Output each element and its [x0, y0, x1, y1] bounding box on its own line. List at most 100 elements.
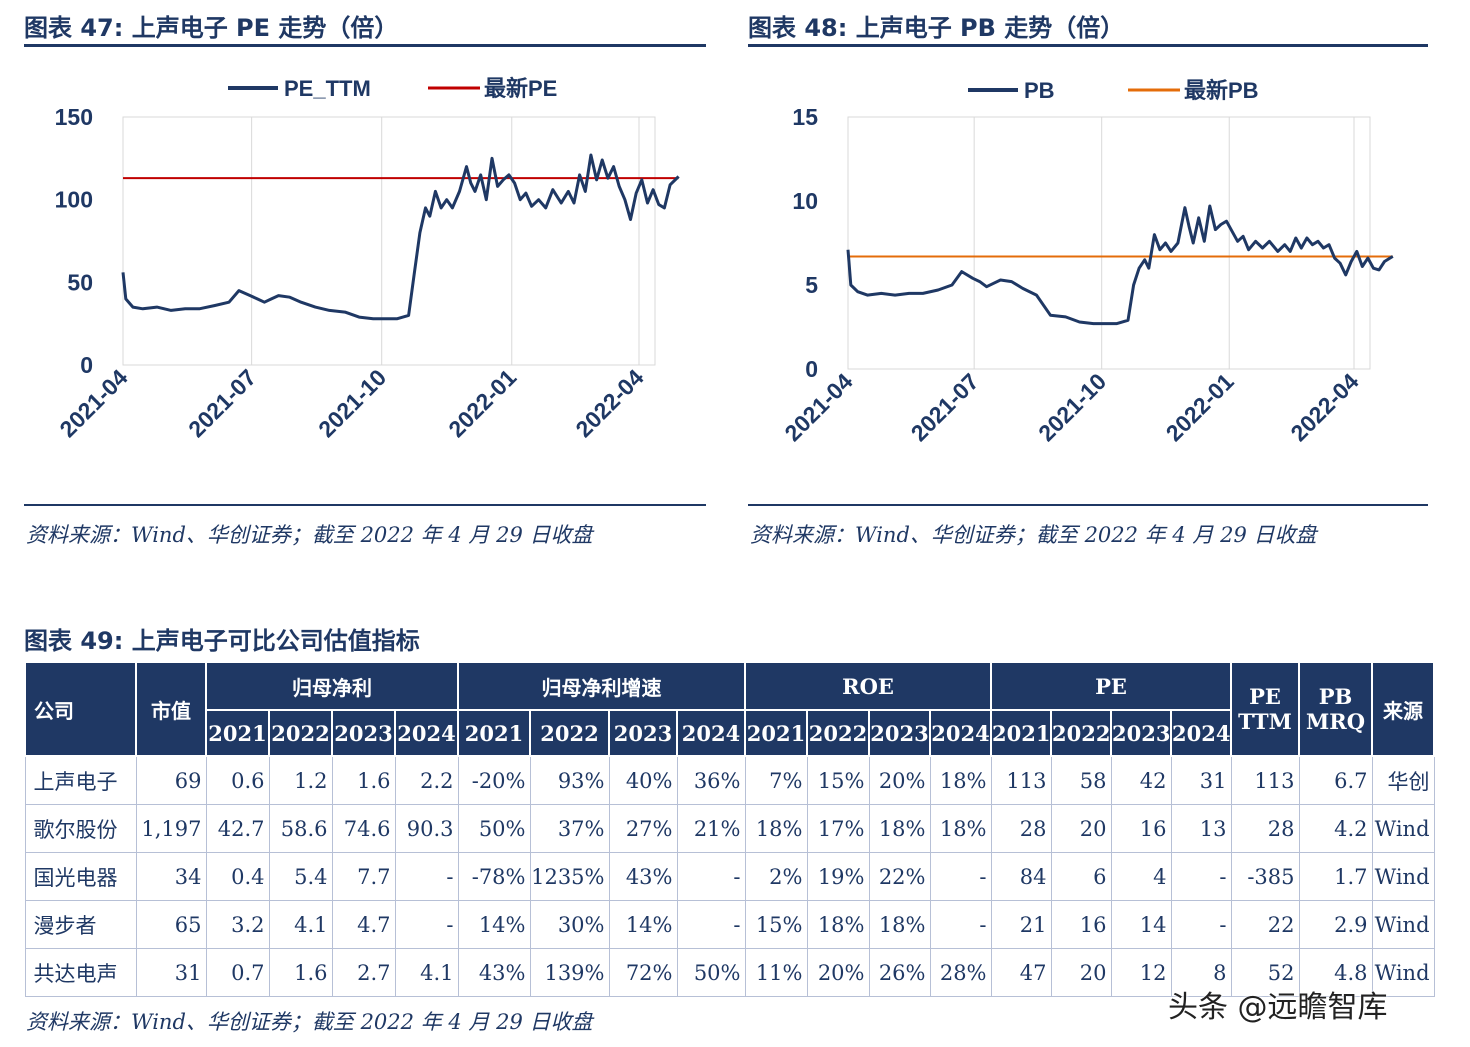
value-cell: 1.7 [1298, 852, 1373, 901]
value-cell: 2.9 [1298, 900, 1373, 949]
value-cell: 1.6 [268, 948, 333, 997]
year-header: 2022 [529, 709, 610, 757]
value-cell: 15% [806, 755, 870, 805]
value-cell: 14% [457, 900, 531, 949]
value-cell: 18% [806, 900, 870, 949]
value-cell: 113 [990, 755, 1052, 805]
col-group-roe: ROE [743, 661, 993, 711]
plot-frame [847, 116, 1371, 370]
value-cell: 18% [868, 804, 931, 853]
table49-source: 资料来源：Wind、华创证券；截至 2022 年 4 月 29 日收盘 [26, 1010, 593, 1034]
value-cell: 4 [1110, 852, 1172, 901]
value-cell: 28 [1230, 804, 1300, 853]
col-group-net-profit: 归母净利 [205, 661, 459, 711]
value-cell: 31 [135, 948, 207, 997]
value-cell: 22 [1230, 900, 1300, 949]
value-cell: 18% [868, 900, 931, 949]
value-cell: 28% [929, 948, 992, 997]
value-cell: 18% [929, 804, 992, 853]
table-row: 歌尔股份 1,197 42.7 58.6 74.6 90.3 50% 37% 27% 21% 18%… [24, 804, 1435, 853]
legend-label-series: PE_TTM [284, 76, 371, 101]
value-cell: 14% [608, 900, 678, 949]
pe-trend-chart: 2021-04 2021-07 2021-10 2022-01 2022-04 0 50 10… [54, 76, 680, 442]
col-pb-mrq: PB MRQ [1298, 661, 1374, 757]
value-cell: 26% [868, 948, 931, 997]
value-cell: -78% [457, 852, 531, 901]
value-cell: 20% [806, 948, 870, 997]
value-cell: 47 [990, 948, 1052, 997]
plot-area [121, 116, 680, 366]
col-pe-ttm: PE TTM [1230, 661, 1301, 757]
y-tick-label: 15 [792, 104, 818, 130]
legend-label-latest: 最新PE [484, 76, 557, 101]
value-cell: 30% [529, 900, 610, 949]
value-cell: 34 [135, 852, 207, 901]
year-header: 2023 [608, 709, 678, 757]
table-row: 共达电声 31 0.7 1.6 2.7 4.1 43% 139% 72% 50% 11% 20% 26%… [24, 948, 1435, 997]
value-cell: 65 [135, 900, 207, 949]
chart48-bottom-rule [748, 504, 1428, 506]
value-cell: 74.6 [331, 804, 396, 853]
chart48-title-rule [748, 44, 1428, 47]
legend: PB 最新PB [968, 78, 1259, 103]
x-tick-label: 2021-10 [313, 364, 391, 442]
chart48-title: 图表 48: 上声电子 PB 走势（倍） [748, 14, 1125, 42]
value-cell: 4.1 [394, 948, 459, 997]
company-name-cell: 歌尔股份 [24, 804, 137, 853]
value-cell: 90.3 [394, 804, 459, 853]
value-cell: -20% [457, 755, 531, 805]
x-tick-label: 2021-04 [779, 368, 857, 446]
company-name-cell: 上声电子 [24, 755, 137, 805]
y-tick-label: 5 [805, 272, 818, 298]
value-cell: 43% [608, 852, 678, 901]
value-cell: - [1170, 852, 1232, 901]
value-cell: 13 [1170, 804, 1232, 853]
value-cell: 113 [1230, 755, 1300, 805]
value-cell: 21 [990, 900, 1052, 949]
x-tick-label: 2021-07 [906, 368, 984, 446]
value-cell: 6.7 [1298, 755, 1373, 805]
value-cell: - [929, 852, 992, 901]
year-header: 2023 [331, 709, 396, 757]
company-name-cell: 国光电器 [24, 852, 137, 901]
value-cell: 3.2 [205, 900, 270, 949]
year-header: 2021 [744, 709, 808, 757]
col-company: 公司 [24, 661, 137, 757]
col-group-pe: PE [990, 661, 1233, 711]
value-cell: 40% [608, 755, 678, 805]
value-cell: 2.7 [331, 948, 396, 997]
value-cell: 20% [868, 755, 931, 805]
value-cell: 21% [676, 804, 746, 853]
year-header: 2024 [928, 709, 993, 757]
legend-label-latest: 最新PB [1184, 78, 1259, 103]
value-cell: 1.2 [268, 755, 333, 805]
plot-frame [122, 116, 656, 366]
company-name-cell: 漫步者 [24, 900, 137, 949]
value-cell: 5.4 [268, 852, 333, 901]
table-row: 漫步者 65 3.2 4.1 4.7-14% 30% 14% -15% 18% 18% -21 16 1… [24, 900, 1435, 949]
value-cell: 7.7 [331, 852, 396, 901]
value-cell: 11% [744, 948, 808, 997]
legend-label-series: PB [1024, 78, 1055, 103]
y-tick-label: 150 [55, 104, 93, 130]
value-cell: 7% [744, 755, 808, 805]
watermark: 头条 @远瞻智库 [1168, 990, 1388, 1025]
series-line [121, 153, 680, 321]
x-tick-label: 2021-10 [1033, 368, 1111, 446]
value-cell: Wind [1371, 852, 1435, 901]
x-tick-label: 2021-07 [183, 364, 261, 442]
value-cell: 42.7 [205, 804, 270, 853]
table49-title: 图表 49: 上声电子可比公司估值指标 [24, 627, 420, 655]
value-cell: - [676, 852, 746, 901]
value-cell: 18% [744, 804, 808, 853]
y-tick-label: 100 [55, 187, 93, 213]
series-line [846, 204, 1394, 326]
value-cell: 43% [457, 948, 531, 997]
value-cell: 16 [1110, 804, 1172, 853]
chart47-source: 资料来源：Wind、华创证券；截至 2022 年 4 月 29 日收盘 [26, 523, 593, 547]
value-cell: 14 [1110, 900, 1172, 949]
value-cell: 华创 [1371, 755, 1435, 805]
year-header: 2024 [1170, 709, 1233, 757]
y-tick-label: 0 [805, 356, 818, 382]
year-header: 2024 [394, 709, 459, 757]
